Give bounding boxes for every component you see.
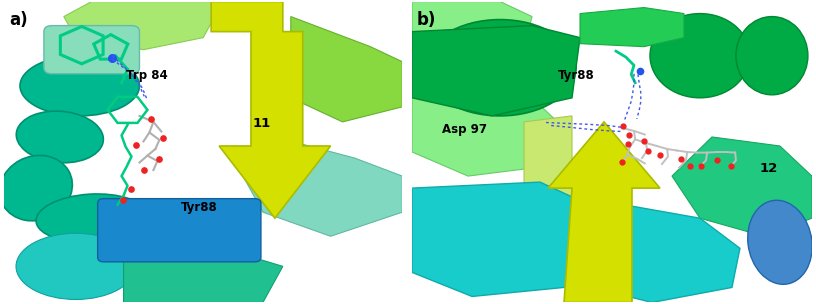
Polygon shape (548, 122, 660, 302)
Text: 11: 11 (253, 117, 271, 130)
Polygon shape (412, 86, 564, 176)
Polygon shape (412, 2, 532, 62)
Ellipse shape (747, 200, 812, 284)
Ellipse shape (36, 194, 148, 243)
Polygon shape (412, 182, 612, 296)
Ellipse shape (736, 16, 808, 95)
Polygon shape (672, 137, 812, 236)
Polygon shape (580, 8, 684, 47)
Text: a): a) (9, 11, 28, 29)
Polygon shape (572, 206, 740, 302)
Ellipse shape (424, 19, 576, 116)
Text: Tyr88: Tyr88 (181, 201, 218, 214)
Polygon shape (524, 116, 572, 278)
Polygon shape (123, 248, 283, 302)
Ellipse shape (16, 233, 135, 299)
Ellipse shape (16, 111, 104, 163)
Ellipse shape (20, 56, 140, 116)
Polygon shape (243, 137, 402, 236)
Polygon shape (211, 2, 330, 218)
Polygon shape (290, 16, 402, 122)
Text: Trp 84: Trp 84 (126, 69, 167, 82)
FancyBboxPatch shape (98, 199, 261, 262)
Text: 12: 12 (760, 162, 778, 175)
Text: b): b) (417, 11, 437, 29)
Ellipse shape (650, 14, 750, 98)
FancyBboxPatch shape (44, 26, 140, 74)
Polygon shape (412, 26, 580, 116)
Polygon shape (64, 2, 223, 50)
Text: Asp 97: Asp 97 (442, 123, 487, 136)
Ellipse shape (0, 155, 73, 221)
Text: Tyr88: Tyr88 (558, 69, 595, 82)
